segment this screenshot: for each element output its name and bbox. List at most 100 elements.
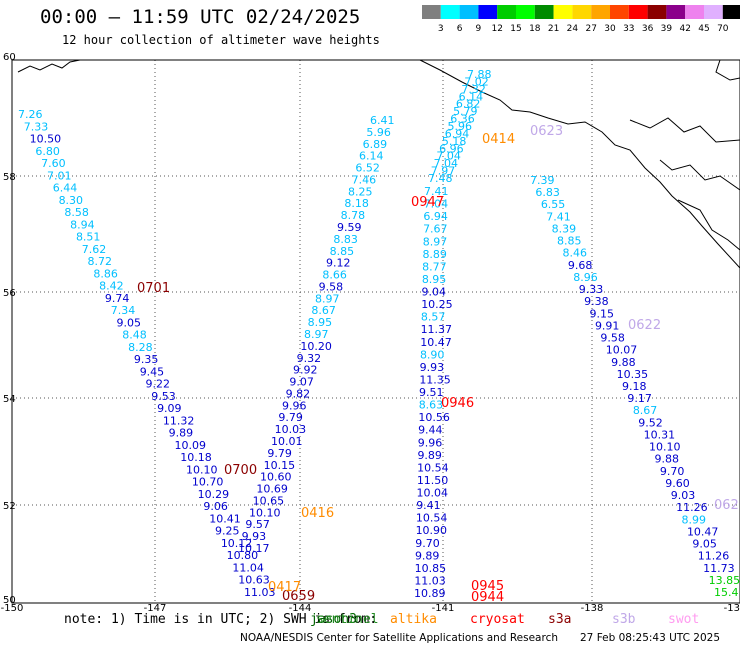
wave-height-value: 10.35	[617, 368, 649, 381]
wave-height-value: 9.79	[267, 447, 292, 460]
wave-height-value: 9.59	[337, 221, 362, 234]
wave-height-value: 8.97	[315, 292, 340, 305]
pass-time-label: 0947	[411, 195, 444, 210]
color-swatch	[704, 5, 723, 19]
wave-height-value: 8.66	[322, 269, 347, 282]
color-tick-label: 21	[548, 24, 559, 34]
wave-height-value: 9.12	[326, 257, 351, 270]
wave-height-value: 10.89	[414, 587, 446, 600]
wave-height-value: 9.38	[584, 295, 609, 308]
wave-height-value: 7.04	[434, 157, 459, 170]
wave-height-value: 7.04	[424, 198, 449, 211]
wave-height-value: 8.99	[682, 513, 707, 526]
wave-height-value: 8.67	[311, 304, 336, 317]
color-tick-label: 24	[567, 24, 579, 34]
wave-height-value: 9.60	[665, 477, 690, 490]
color-tick-label: 39	[661, 24, 673, 34]
color-swatch	[610, 5, 629, 19]
satellite-swot: swot	[668, 612, 700, 627]
color-swatch	[422, 5, 441, 19]
color-tick-label: 12	[491, 24, 502, 34]
wave-height-value: 9.05	[117, 316, 142, 329]
wave-height-value: 9.17	[627, 392, 652, 405]
wave-height-value: 11.32	[163, 414, 195, 427]
wave-height-value: 8.63	[419, 399, 444, 412]
wave-height-value: 13.85	[709, 574, 740, 587]
wave-height-value: 7.02	[464, 75, 489, 88]
color-tick-label: 42	[679, 24, 690, 34]
color-swatch	[534, 5, 554, 19]
wave-height-value: 9.58	[600, 332, 625, 345]
wave-height-value: 10.70	[192, 476, 224, 489]
wave-height-value: 7.41	[546, 210, 571, 223]
wave-height-value: 9.70	[660, 465, 685, 478]
color-swatch	[591, 5, 610, 19]
wave-height-value: 6.14	[359, 150, 384, 163]
wave-height-value: 9.89	[415, 549, 440, 562]
pass-time-label: 062	[714, 498, 739, 513]
longitude-label: -141	[432, 603, 455, 614]
wave-height-value: 8.78	[341, 209, 366, 222]
wave-height-value: 10.54	[416, 512, 448, 525]
wave-height-value: 8.90	[420, 348, 445, 361]
wave-height-value: 9.92	[293, 364, 318, 377]
wave-height-value: 5.96	[366, 126, 391, 139]
color-swatch	[440, 5, 460, 19]
wave-height-value: 9.44	[418, 424, 443, 437]
wave-height-value: 9.53	[151, 390, 176, 403]
wave-height-value: 6.52	[355, 162, 380, 175]
source-note: note: 1) Time is in UTC; 2) SWH is from:	[64, 612, 378, 627]
lat-lon-grid	[12, 60, 740, 603]
wave-height-value: 7.39	[530, 174, 555, 187]
color-swatch	[722, 5, 740, 19]
pass-time-label: 0944	[471, 590, 504, 605]
wave-height-value: 9.57	[245, 518, 269, 531]
altimeter-tracks: 7.267.3310.506.807.607.016.448.308.588.9…	[18, 68, 740, 605]
wave-height-value: 6.89	[363, 138, 388, 151]
satellite-cryosat: cryosat	[470, 612, 525, 627]
pass-time-label: 0945	[471, 579, 504, 594]
color-tick-label: 70	[717, 24, 729, 34]
wave-height-value: 7.88	[467, 68, 492, 81]
wave-height-value: 10.10	[649, 441, 681, 454]
wave-height-value: 10.47	[420, 336, 452, 349]
wave-height-value: 8.51	[76, 231, 101, 244]
wave-height-value: 9.03	[671, 489, 696, 502]
wave-height-value: 7.41	[424, 185, 449, 198]
wave-height-value: 8.30	[59, 194, 84, 207]
latitude-label: 58	[3, 172, 16, 183]
wave-height-value: 10.09	[174, 439, 206, 452]
wave-height-value: 9.07	[289, 376, 314, 389]
wave-height-value: 8.97	[304, 328, 329, 341]
wave-height-value: 7.32	[461, 83, 486, 96]
wave-height-value: 9.96	[282, 399, 307, 412]
pass-time-label: 0700	[224, 463, 257, 478]
wave-height-value: 9.74	[105, 292, 130, 305]
wave-height-value: 6.14	[459, 90, 484, 103]
wave-height-value: 8.42	[99, 280, 124, 293]
wave-height-value: 10.18	[180, 451, 212, 464]
wave-height-value: 9.89	[169, 427, 194, 440]
wave-height-value: 9.91	[595, 319, 620, 332]
wave-height-value: 8.95	[422, 273, 447, 286]
latitude-label: 56	[3, 288, 16, 299]
color-tick-label: 3	[438, 24, 444, 34]
wave-height-value: 8.83	[333, 233, 358, 246]
wave-height-value: 9.32	[297, 352, 322, 365]
wave-height-value: 11.03	[414, 574, 446, 587]
latitude-label: 54	[3, 394, 16, 405]
wave-height-value: 10.15	[264, 459, 296, 472]
wave-height-value: 8.94	[70, 218, 95, 231]
wave-height-value: 11.73	[703, 562, 735, 575]
wave-height-value: 9.04	[422, 286, 447, 299]
wave-height-value: 9.96	[418, 436, 443, 449]
color-swatch	[553, 5, 573, 19]
pass-time-label: 0659	[282, 589, 315, 604]
satellite-altika: altika	[390, 612, 437, 627]
wave-height-value: 6.41	[370, 114, 395, 127]
wave-height-value: 10.63	[238, 574, 270, 587]
wave-height-value: 8.48	[122, 329, 147, 342]
wave-height-value: 9.41	[416, 499, 441, 512]
